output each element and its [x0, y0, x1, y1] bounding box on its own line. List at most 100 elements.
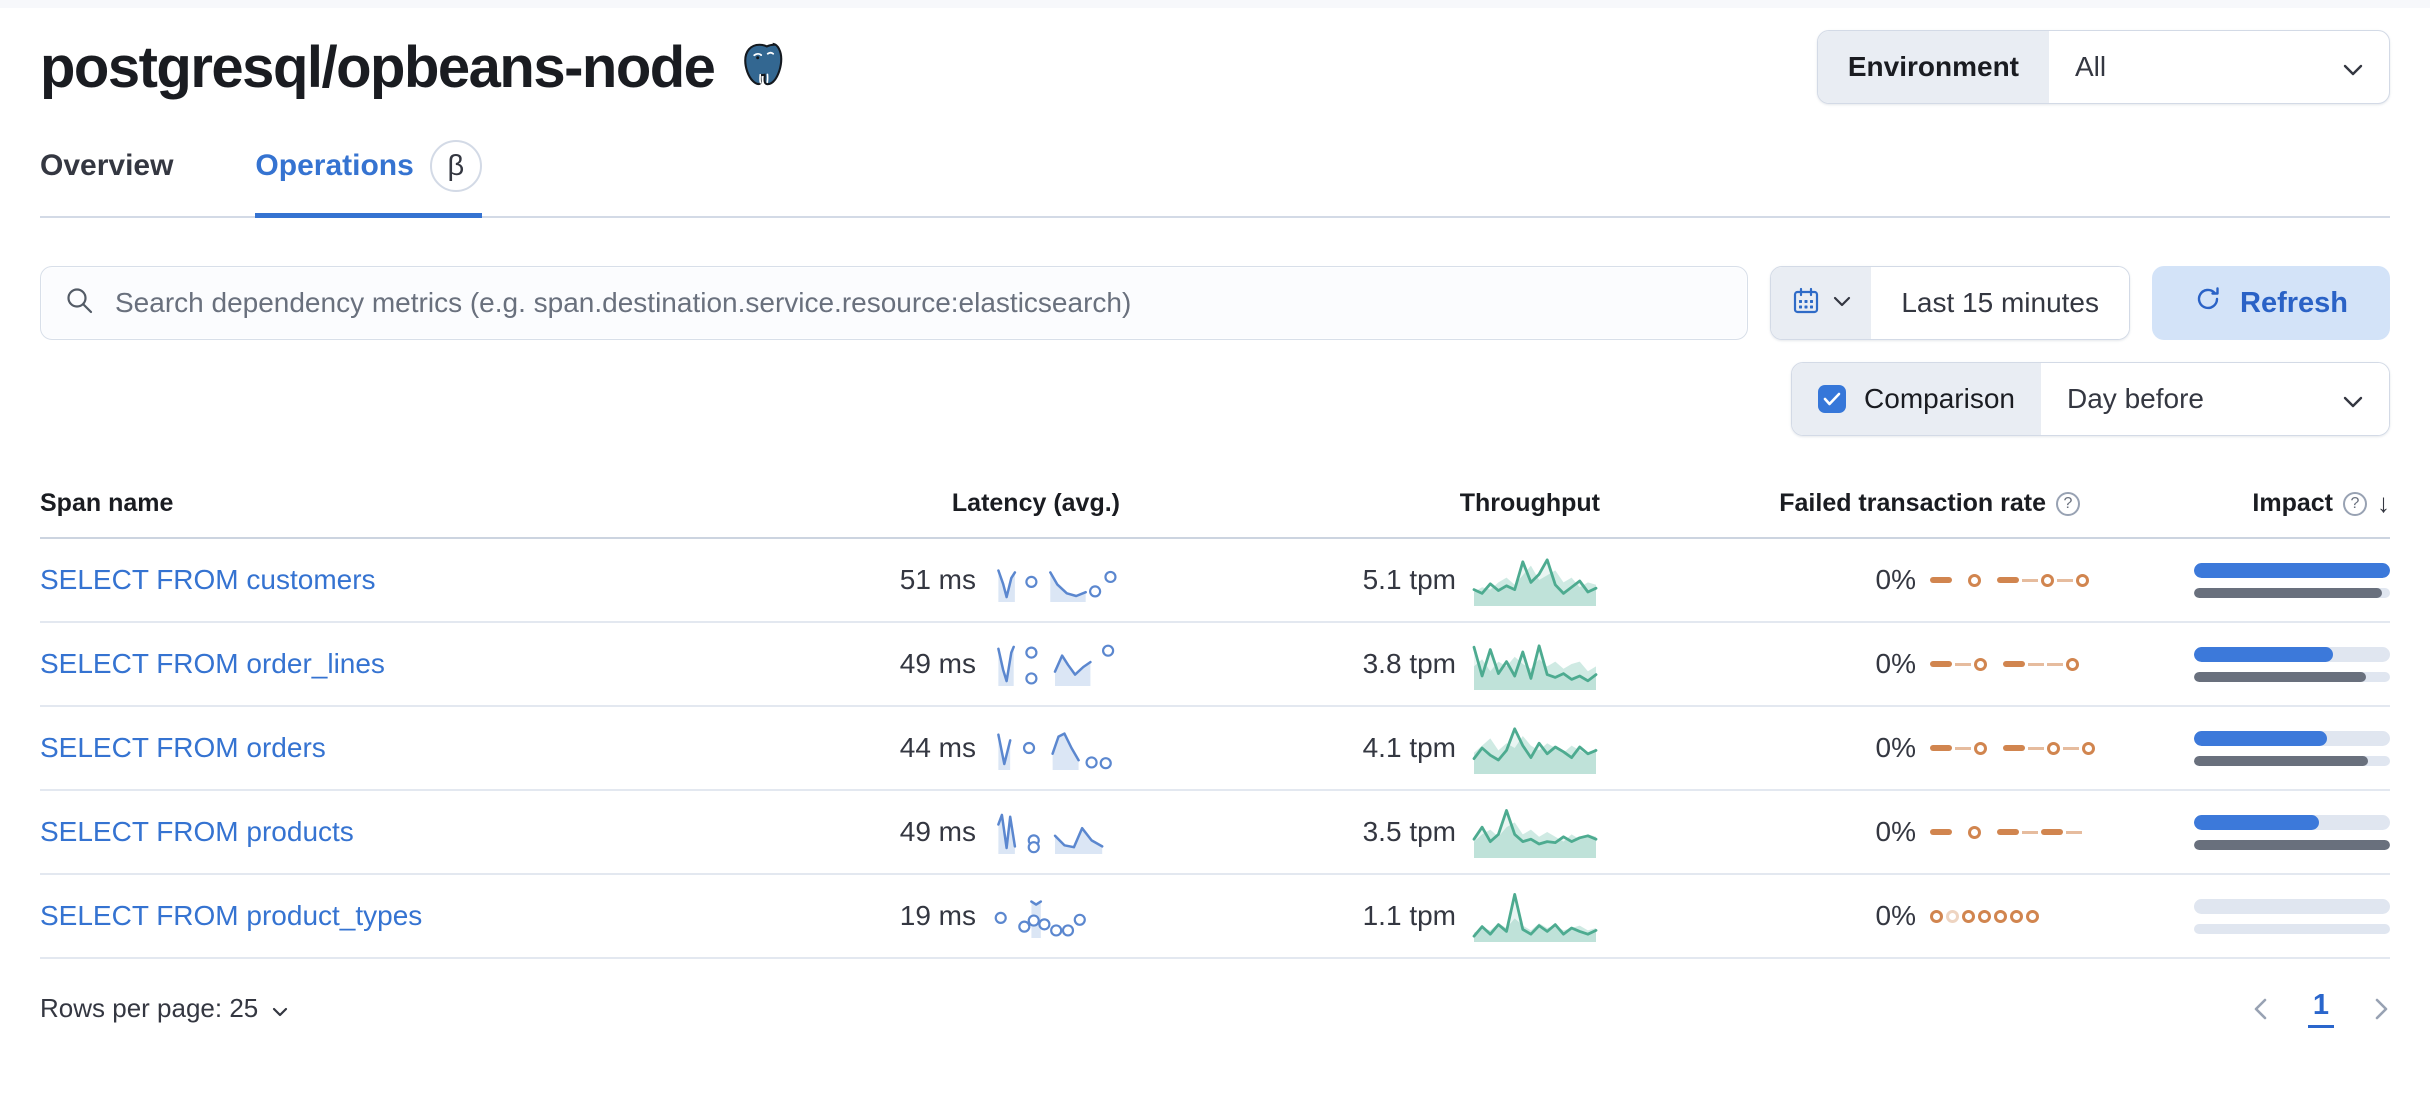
latency-value: 51 ms	[899, 564, 976, 595]
span-name-cell: SELECT FROM order_lines	[40, 648, 690, 680]
previous-page-button[interactable]	[2252, 997, 2268, 1021]
chevron-down-icon	[1833, 294, 1851, 312]
failed-rate-sparkline	[1930, 825, 2082, 839]
failed-rate-cell: 0%	[1600, 564, 2089, 596]
search-box[interactable]	[40, 266, 1749, 340]
column-header-latency[interactable]: Latency (avg.)	[951, 489, 1120, 517]
date-picker: Last 15 minutes	[1770, 266, 2130, 340]
refresh-icon	[2194, 285, 2222, 321]
impact-bar-current-fill	[2194, 814, 2320, 830]
date-picker-calendar-button[interactable]	[1771, 267, 1872, 339]
throughput-sparkline	[1472, 558, 1598, 606]
time-range-button[interactable]: Last 15 minutes	[1871, 267, 2129, 339]
chevron-down-icon	[2343, 51, 2363, 83]
span-name-link[interactable]: SELECT FROM product_types	[40, 900, 423, 931]
latency-sparkline	[997, 569, 1117, 602]
impact-bar-previous	[2194, 671, 2390, 682]
impact-bar-current	[2194, 814, 2390, 830]
span-name-link[interactable]: SELECT FROM orders	[40, 732, 326, 763]
beta-badge: β	[429, 140, 482, 192]
comparison-row: Comparison Day before	[40, 362, 2390, 436]
table-body: SELECT FROM customers 51 ms 5.1 tpm 0% SELEC…	[40, 539, 2390, 959]
throughput-sparkline	[1472, 727, 1598, 774]
throughput-value: 3.5 tpm	[1362, 816, 1456, 847]
column-header-failed-rate[interactable]: Failed transaction rate ?	[1600, 489, 2080, 518]
span-name-link[interactable]: SELECT FROM customers	[40, 564, 376, 595]
latency-cell: 44 ms	[690, 723, 1120, 773]
failed-rate-value: 0%	[1875, 816, 1916, 847]
failed-rate-cell: 0%	[1600, 648, 2080, 680]
failed-rate-cell: 0%	[1600, 816, 2082, 848]
impact-bar-current	[2194, 562, 2390, 578]
throughput-value: 1.1 tpm	[1362, 900, 1456, 931]
table-footer: Rows per page: 25 1	[40, 989, 2390, 1028]
failed-rate-sparkline	[1930, 657, 2080, 671]
impact-bar-current-fill	[2194, 646, 2334, 662]
viewport-top-strip	[0, 0, 2430, 8]
failed-rate-sparkline	[1930, 573, 2089, 587]
environment-select[interactable]: All	[2049, 31, 2389, 103]
question-icon[interactable]: ?	[2056, 491, 2080, 516]
table-row: SELECT FROM products 49 ms 3.5 tpm 0%	[40, 791, 2390, 875]
question-icon[interactable]: ?	[2343, 491, 2367, 516]
column-header-span-name: Span name	[40, 489, 174, 517]
failed-rate-value: 0%	[1875, 648, 1916, 679]
latency-sparkline	[997, 813, 1104, 854]
failed-rate-sparkline	[1930, 741, 2095, 755]
latency-value: 49 ms	[899, 816, 976, 847]
impact-cell	[2080, 562, 2390, 598]
impact-cell	[2080, 814, 2390, 850]
impact-cell	[2080, 646, 2390, 682]
comparison-checkbox[interactable]	[1818, 385, 1847, 413]
failed-rate-value: 0%	[1875, 732, 1916, 763]
chevron-down-icon	[2343, 383, 2363, 415]
table-row: SELECT FROM product_types 19 ms 1.1 tpm 0%	[40, 875, 2390, 959]
refresh-button[interactable]: Refresh	[2152, 266, 2390, 340]
tab-operations[interactable]: Operations β	[255, 140, 483, 218]
throughput-value: 4.1 tpm	[1362, 732, 1456, 763]
throughput-sparkline	[1472, 809, 1598, 858]
impact-cell	[2080, 898, 2390, 934]
search-icon	[65, 286, 95, 321]
calendar-icon	[1791, 286, 1821, 321]
page-number[interactable]: 1	[2307, 989, 2334, 1028]
impact-bar-current	[2194, 730, 2390, 746]
impact-bar-previous-fill	[2194, 755, 2369, 766]
sort-desc-icon[interactable]: ↓	[2377, 488, 2390, 518]
impact-bar-previous	[2194, 755, 2390, 766]
title-wrap: postgresql/opbeans-node	[40, 34, 788, 101]
comparison-label: Comparison	[1864, 383, 2015, 414]
span-name-cell: SELECT FROM product_types	[40, 900, 690, 932]
environment-value: All	[2075, 51, 2107, 82]
column-header-impact[interactable]: Impact ? ↓	[2252, 488, 2390, 518]
comparison-toggle: Comparison	[1792, 363, 2041, 435]
tab-overview[interactable]: Overview	[40, 140, 173, 216]
table-header-row: Span name Latency (avg.) Throughput Fail…	[40, 488, 2390, 539]
pagination: 1	[2252, 989, 2390, 1028]
time-range-value: Last 15 minutes	[1901, 287, 2099, 318]
postgresql-logo-icon	[740, 41, 788, 94]
toolbar: Last 15 minutes Refresh	[40, 266, 2390, 340]
column-header-throughput[interactable]: Throughput	[1459, 489, 1600, 517]
span-name-link[interactable]: SELECT FROM order_lines	[40, 648, 385, 679]
tab-operations-label: Operations	[255, 149, 414, 182]
latency-cell: 51 ms	[690, 555, 1120, 605]
next-page-button[interactable]	[2374, 997, 2390, 1021]
impact-bar-current-fill	[2194, 730, 2328, 746]
impact-bar-previous-fill	[2194, 671, 2367, 682]
throughput-cell: 3.5 tpm	[1120, 804, 1600, 860]
span-name-link[interactable]: SELECT FROM products	[40, 816, 354, 847]
latency-cell: 49 ms	[690, 639, 1120, 689]
page-header: postgresql/opbeans-node Environment All	[40, 8, 2390, 104]
search-input[interactable]	[113, 286, 1724, 320]
span-name-cell: SELECT FROM orders	[40, 732, 690, 764]
latency-value: 49 ms	[899, 648, 976, 679]
rows-per-page-button[interactable]: Rows per page: 25	[40, 993, 288, 1024]
table-row: SELECT FROM orders 44 ms 4.1 tpm 0%	[40, 707, 2390, 791]
throughput-cell: 3.8 tpm	[1120, 636, 1600, 692]
comparison-select[interactable]: Day before	[2041, 363, 2389, 435]
table-row: SELECT FROM order_lines 49 ms 3.8 tpm 0%	[40, 623, 2390, 707]
environment-selector[interactable]: Environment All	[1816, 30, 2390, 104]
throughput-cell: 5.1 tpm	[1120, 552, 1600, 608]
span-name-cell: SELECT FROM products	[40, 816, 690, 848]
